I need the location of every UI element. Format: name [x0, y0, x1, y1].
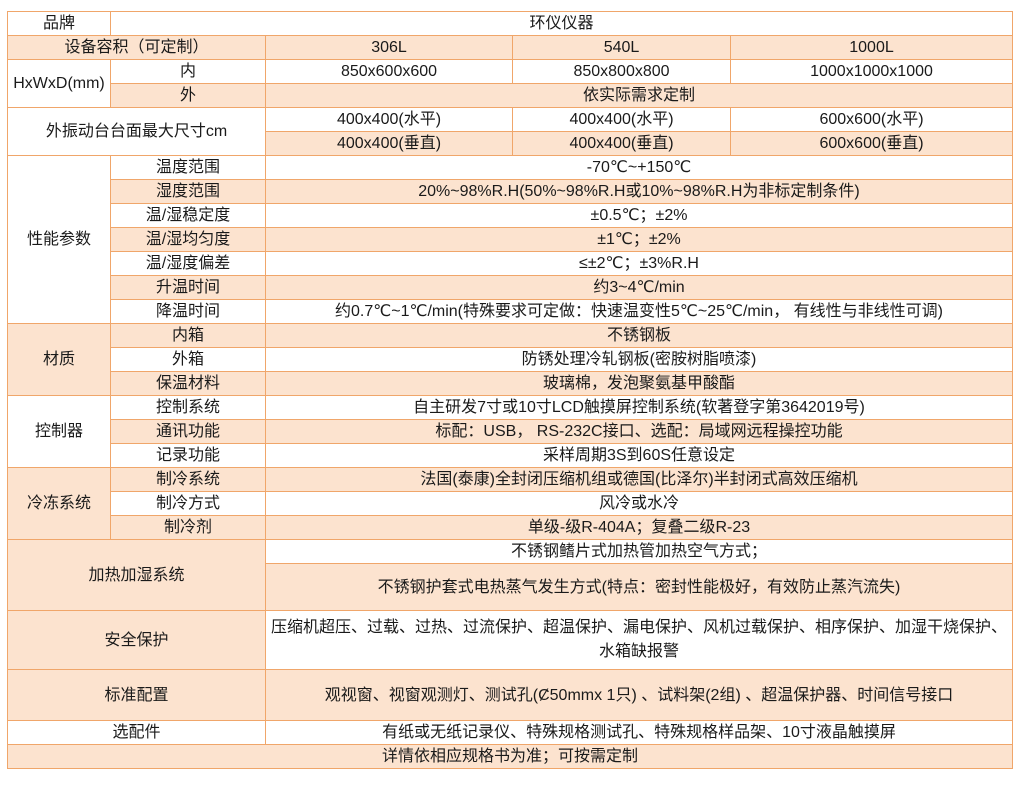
spec-table: 品牌 环仪仪器 设备容积（可定制） 306L 540L 1000L HxWxD(… [6, 11, 1014, 769]
inner-value: 850x800x800 [512, 59, 731, 84]
vibration-label: 外振动台台面最大尺寸cm [7, 107, 266, 156]
footer-note: 详情依相应规格书为准；可按需定制 [6, 744, 1014, 769]
material-row-value: 不锈钢板 [264, 323, 1014, 348]
vibration-vertical: 400x400(垂直) [265, 131, 513, 156]
performance-row-value: 约0.7℃~1℃/min(特殊要求可定做：快速温变性5℃~25℃/min， 有线… [264, 299, 1014, 324]
dimensions-label: HxWxD(mm) [7, 59, 111, 108]
refrigeration-label: 冷冻系统 [7, 467, 111, 540]
options-label: 选配件 [7, 720, 266, 745]
refrigeration-row-label: 制冷系统 [110, 467, 266, 492]
material-label: 材质 [7, 323, 111, 396]
material-row-value: 防锈处理冷轧钢板(密胺树脂喷漆) [264, 347, 1014, 372]
refrigeration-row-value: 法国(泰康)全封闭压缩机组或德国(比泽尔)半封闭式高效压缩机 [264, 467, 1014, 492]
material-row-label: 保温材料 [110, 371, 266, 396]
performance-row-value: -70℃~+150℃ [264, 155, 1014, 180]
capacity-label: 设备容积（可定制） [7, 35, 266, 60]
inner-value: 850x600x600 [265, 59, 513, 84]
safety-value: 压缩机超压、过载、过热、过流保护、超温保护、漏电保护、风机过载保护、相序保护、加… [264, 610, 1014, 670]
vibration-horizontal: 400x400(水平) [265, 107, 513, 132]
performance-row-label: 温/湿均匀度 [110, 227, 266, 252]
performance-row-value: ≤±2℃；±3%R.H [264, 251, 1014, 276]
heating-line: 不锈钢护套式电热蒸气发生方式(特点：密封性能极好，有效防止蒸汽流失) [264, 563, 1014, 611]
performance-row-value: 约3~4℃/min [264, 275, 1014, 300]
inner-label: 内 [110, 59, 266, 84]
outer-label: 外 [110, 83, 266, 108]
controller-row-value: 采样周期3S到60S任意设定 [264, 443, 1014, 468]
controller-row-label: 控制系统 [110, 395, 266, 420]
standard-label: 标准配置 [7, 669, 266, 721]
performance-row-label: 湿度范围 [110, 179, 266, 204]
performance-row-label: 升温时间 [110, 275, 266, 300]
controller-row-label: 通讯功能 [110, 419, 266, 444]
material-row-label: 内箱 [110, 323, 266, 348]
outer-value: 依实际需求定制 [264, 83, 1014, 108]
controller-row-label: 记录功能 [110, 443, 266, 468]
performance-row-value: ±1℃；±2% [264, 227, 1014, 252]
refrigeration-row-value: 风冷或水冷 [264, 491, 1014, 516]
material-row-value: 玻璃棉，发泡聚氨基甲酸酯 [264, 371, 1014, 396]
controller-row-value: 标配：USB， RS-232C接口、选配：局域网远程操控功能 [264, 419, 1014, 444]
refrigeration-row-label: 制冷方式 [110, 491, 266, 516]
performance-label: 性能参数 [7, 155, 111, 324]
vibration-vertical: 600x600(垂直) [729, 131, 1014, 156]
performance-row-label: 降温时间 [110, 299, 266, 324]
heating-line: 不锈钢鳍片式加热管加热空气方式； [264, 539, 1014, 564]
performance-row-label: 温/湿度偏差 [110, 251, 266, 276]
capacity-value: 1000L [729, 35, 1014, 60]
brand-value: 环仪仪器 [109, 11, 1014, 36]
safety-label: 安全保护 [7, 610, 266, 670]
heating-label: 加热加湿系统 [7, 539, 266, 611]
refrigeration-row-value: 单级-级R-404A；复叠二级R-23 [264, 515, 1014, 540]
refrigeration-row-label: 制冷剂 [110, 515, 266, 540]
vibration-horizontal: 600x600(水平) [729, 107, 1014, 132]
performance-row-value: ±0.5℃；±2% [264, 203, 1014, 228]
material-row-label: 外箱 [110, 347, 266, 372]
capacity-value: 306L [265, 35, 513, 60]
brand-label: 品牌 [7, 11, 111, 36]
vibration-vertical: 400x400(垂直) [512, 131, 731, 156]
performance-row-label: 温度范围 [110, 155, 266, 180]
controller-label: 控制器 [7, 395, 111, 468]
vibration-horizontal: 400x400(水平) [512, 107, 731, 132]
standard-value: 观视窗、视窗观测灯、测试孔(Ȼ50mmx 1只) 、试料架(2组) 、超温保护器… [264, 669, 1014, 721]
options-value: 有纸或无纸记录仪、特殊规格测试孔、特殊规格样品架、10寸液晶触摸屏 [264, 720, 1014, 745]
controller-row-value: 自主研发7寸或10寸LCD触摸屏控制系统(软著登字第3642019号) [264, 395, 1014, 420]
capacity-value: 540L [512, 35, 731, 60]
performance-row-label: 温/湿稳定度 [110, 203, 266, 228]
performance-row-value: 20%~98%R.H(50%~98%R.H或10%~98%R.H为非标定制条件) [264, 179, 1014, 204]
inner-value: 1000x1000x1000 [729, 59, 1014, 84]
